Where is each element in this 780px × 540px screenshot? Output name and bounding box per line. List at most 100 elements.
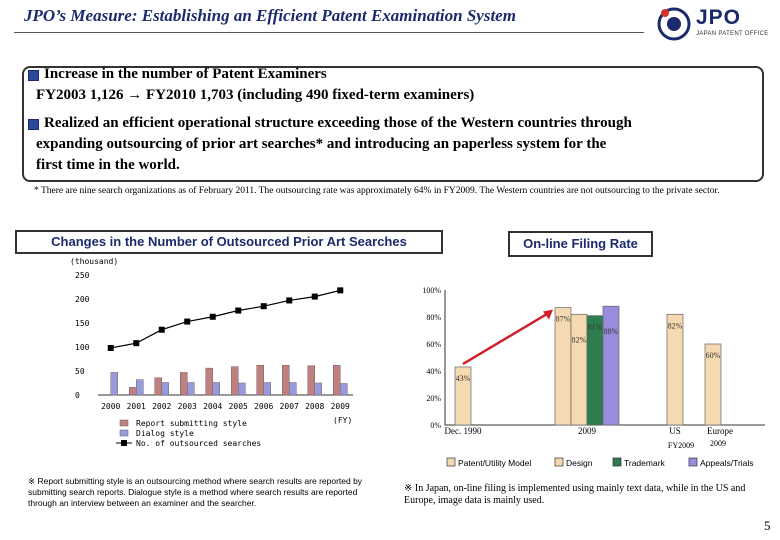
footnote: * There are nine search organizations as… xyxy=(34,186,720,196)
logo-subtext: JAPAN PATENT OFFICE xyxy=(696,31,769,37)
summary-point1-line1: Increase in the number of Patent Examine… xyxy=(44,66,327,82)
legend-label: Trademark xyxy=(624,458,666,468)
data-label: 81% xyxy=(588,323,603,332)
legend-swatch xyxy=(554,457,564,467)
bar xyxy=(110,372,118,396)
x-tick-label: 2003 xyxy=(178,402,197,411)
page-title: JPO’s Measure: Establishing an Efficient… xyxy=(24,6,516,25)
line-marker xyxy=(133,340,140,347)
line-marker xyxy=(235,307,242,314)
bullet-icon xyxy=(28,119,39,130)
x-tick-label: Europe xyxy=(707,426,733,436)
jpo-logo xyxy=(656,4,774,44)
page-number: 5 xyxy=(764,518,771,533)
line-marker xyxy=(337,287,344,294)
line-marker xyxy=(158,326,165,333)
series-line xyxy=(110,289,341,349)
bar xyxy=(602,305,620,426)
x-tick-label: 2009 xyxy=(578,426,597,436)
logo-text: JPO xyxy=(696,6,742,29)
y-tick-label: 250 xyxy=(75,271,90,280)
line-marker xyxy=(260,303,267,310)
bar xyxy=(454,366,472,426)
y-axis-label: (thousand) xyxy=(70,257,118,266)
x-tick-label: 2006 xyxy=(254,402,273,411)
bar xyxy=(289,382,297,396)
legend-swatch xyxy=(119,419,129,427)
bar xyxy=(340,383,348,396)
x-axis-label: (FY) xyxy=(333,416,352,425)
outsourced-searches-chart-title: Changes in the Number of Outsourced Prio… xyxy=(15,230,443,254)
bar xyxy=(231,366,239,396)
growth-arrow xyxy=(462,310,552,366)
bar xyxy=(238,382,246,396)
line-marker xyxy=(311,293,318,300)
x-tick-label: 2009 xyxy=(331,402,350,411)
legend-label: Design xyxy=(566,458,593,468)
online-filing-chart: 100%80%60%40%20%0%43%87%82%81%88%82%60%D… xyxy=(422,286,765,468)
bar xyxy=(554,307,572,426)
line-marker xyxy=(209,313,216,320)
x-tick-label: 2002 xyxy=(152,402,171,411)
y-tick-label: 40% xyxy=(426,367,441,376)
line-marker xyxy=(184,318,191,325)
x-tick-label: 2007 xyxy=(280,402,299,411)
y-tick-label: 0 xyxy=(75,391,80,400)
x-tick-label: 2000 xyxy=(101,402,120,411)
data-label: 82% xyxy=(668,321,683,330)
bar xyxy=(314,382,322,396)
y-tick-label: 50 xyxy=(75,367,85,376)
bar xyxy=(263,382,271,396)
y-tick-label: 80% xyxy=(426,313,441,322)
bar xyxy=(570,313,588,426)
bar xyxy=(666,313,684,426)
bullet-icon xyxy=(28,70,39,81)
line-marker xyxy=(107,344,114,351)
y-tick-label: 0% xyxy=(430,421,441,430)
legend-label: Appeals/Trials xyxy=(700,458,754,468)
bar xyxy=(129,387,137,396)
x-tick-label: Dec. 1990 xyxy=(445,426,482,436)
x-tick-label: 2004 xyxy=(203,402,222,411)
legend-swatch xyxy=(446,457,456,467)
y-tick-label: 20% xyxy=(426,394,441,403)
y-tick-label: 100 xyxy=(75,343,90,352)
bar xyxy=(136,379,144,396)
summary-point1-line2: FY2003 1,126 → FY2010 1,703 (including 4… xyxy=(36,87,475,103)
jpo-emblem-icon xyxy=(657,7,691,41)
bar xyxy=(256,364,264,396)
bar xyxy=(307,365,315,396)
y-tick-label: 60% xyxy=(426,340,441,349)
bar xyxy=(180,372,188,396)
note-left: ※ Report submitting style is an outsourc… xyxy=(28,476,363,508)
bar xyxy=(586,315,604,426)
bar xyxy=(205,367,213,396)
outsourced-searches-chart: (thousand) 250 200 150 100 50 0 2000 2001 2002 200… xyxy=(70,257,353,448)
y-tick-label: 200 xyxy=(75,295,90,304)
legend-swatch xyxy=(119,429,129,437)
summary-box xyxy=(22,66,764,182)
summary-point2-line3: first time in the world. xyxy=(36,157,180,173)
summary-point2-line2: expanding outsourcing of prior art searc… xyxy=(36,136,607,152)
bar xyxy=(333,364,341,396)
y-tick-label: 100% xyxy=(422,286,441,295)
data-label: 88% xyxy=(604,327,619,336)
legend-marker xyxy=(121,440,127,446)
data-label: 82% xyxy=(572,335,587,344)
line-marker xyxy=(286,297,293,304)
bar xyxy=(154,377,162,396)
x-tick-label: US xyxy=(669,426,681,436)
note-right: ※ In Japan, on-line filing is implemente… xyxy=(404,483,746,506)
summary-point2-line1: Realized an efficient operational struct… xyxy=(44,115,632,131)
legend-swatch xyxy=(688,457,698,467)
legend-label: Report submitting style xyxy=(136,419,247,428)
x-sublabel: FY2009 xyxy=(668,441,694,450)
x-tick-label: 2005 xyxy=(229,402,248,411)
x-sublabel: 2009 xyxy=(710,439,726,448)
legend-label: Dialog style xyxy=(136,429,194,438)
x-tick-label: 2001 xyxy=(127,402,146,411)
online-filing-chart-title: On-line Filing Rate xyxy=(508,231,653,257)
bar xyxy=(282,364,290,396)
bar xyxy=(161,382,169,396)
legend-label: Patent/Utility Model xyxy=(458,458,531,468)
